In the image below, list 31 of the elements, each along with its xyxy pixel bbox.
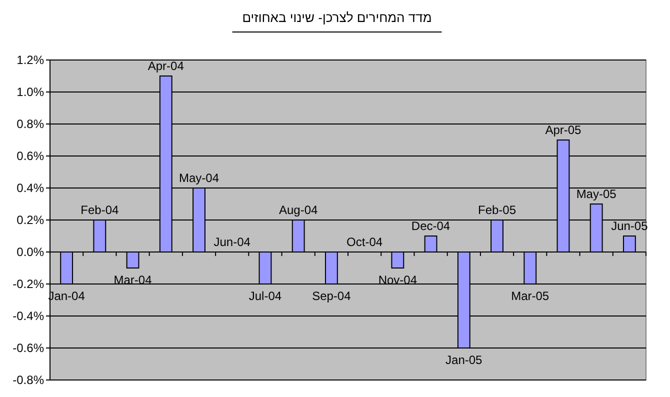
chart-title: מדד המחירים לצרכן- שינוי באחוזים	[242, 10, 432, 25]
y-tick-label: 0.8%	[16, 117, 44, 131]
bar	[622, 236, 636, 252]
x-tick-label: Dec-04	[411, 219, 450, 233]
x-tick-label: May-05	[576, 187, 617, 201]
x-tick-label: Jun-04	[214, 235, 251, 249]
y-tick-label: 0.2%	[16, 213, 44, 227]
x-tick-label: May-04	[178, 171, 220, 185]
y-tick-label: -0.2%	[12, 277, 44, 291]
x-tick-label: Jul-04	[248, 289, 282, 303]
y-tick-label: -0.8%	[12, 373, 44, 387]
x-tick-label: Mar-05	[511, 289, 550, 303]
x-tick-label: Feb-04	[80, 203, 119, 217]
x-tick-label: Feb-05	[478, 203, 516, 217]
x-tick-label: Apr-04	[148, 59, 184, 73]
y-tick-label: -0.6%	[12, 341, 44, 355]
y-tick-label: 0.0%	[16, 245, 44, 259]
y-tick-label: 1.2%	[16, 53, 44, 67]
bar	[424, 236, 438, 252]
bar	[126, 252, 140, 268]
bar	[391, 252, 404, 268]
y-tick-label: 0.4%	[16, 181, 44, 195]
y-tick-label: 0.6%	[16, 149, 44, 163]
x-tick-label: Jan-05	[446, 353, 483, 367]
x-tick-label: Sep-04	[312, 289, 352, 303]
x-tick-label: Oct-04	[346, 235, 383, 249]
x-tick-label: Aug-04	[278, 203, 318, 217]
x-tick-label: Apr-05	[545, 123, 582, 137]
y-tick-label: 1.0%	[16, 85, 44, 99]
y-tick-label: -0.4%	[12, 309, 44, 323]
x-tick-label: Jun-05	[611, 219, 648, 233]
